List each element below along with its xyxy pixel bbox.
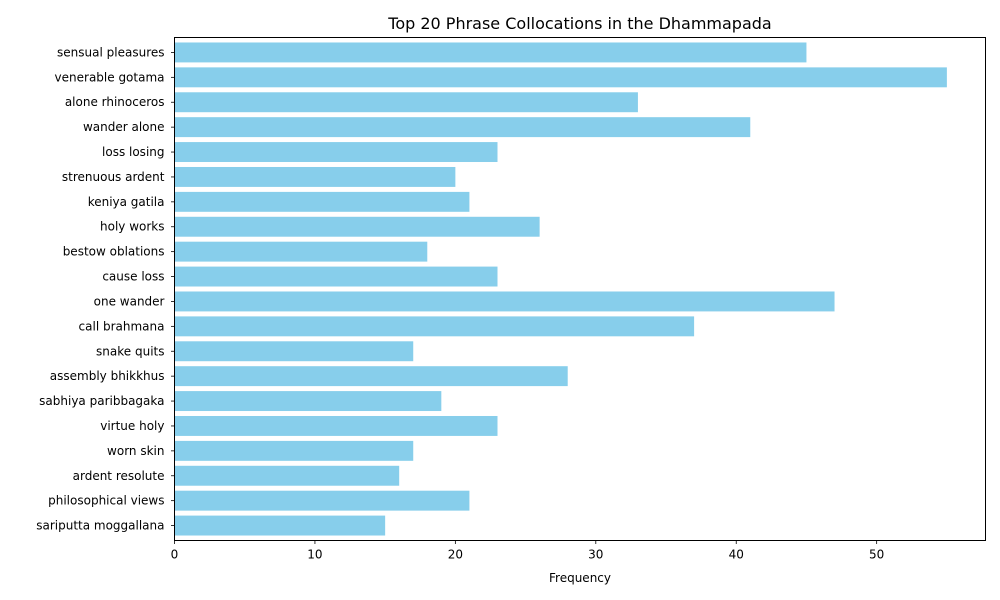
y-tick-label: loss losing xyxy=(102,145,164,159)
bar xyxy=(174,515,386,536)
bar xyxy=(174,316,695,337)
y-tick-label: wander alone xyxy=(83,120,165,134)
x-tick-label: 10 xyxy=(307,548,322,562)
y-tick-label: keniya gatila xyxy=(88,195,165,209)
y-tick-label: sensual pleasures xyxy=(57,45,164,59)
bar xyxy=(174,241,428,262)
y-tick-label: ardent resolute xyxy=(73,469,165,483)
y-tick-label: venerable gotama xyxy=(55,70,165,84)
bar xyxy=(174,440,414,461)
x-tick-label: 50 xyxy=(869,548,884,562)
plot-frame xyxy=(174,37,986,541)
bar xyxy=(174,391,442,412)
bar xyxy=(174,291,835,312)
bar xyxy=(174,216,540,237)
bar xyxy=(174,465,400,486)
y-tick-label: philosophical views xyxy=(48,494,164,508)
bar xyxy=(174,366,568,387)
x-tick-label: 0 xyxy=(171,548,179,562)
y-tick-label: holy works xyxy=(100,220,165,234)
x-axis-label: Frequency xyxy=(549,571,611,585)
bar xyxy=(174,341,414,362)
y-tick-label: alone rhinoceros xyxy=(65,95,165,109)
y-tick-label: bestow oblations xyxy=(63,245,165,259)
chart-title: Top 20 Phrase Collocations in the Dhamma… xyxy=(387,14,771,33)
y-axis-ticks: sensual pleasures venerable gotama alone r… xyxy=(36,45,175,533)
bar xyxy=(174,191,470,212)
y-tick-label: cause loss xyxy=(102,270,164,284)
y-tick-label: snake quits xyxy=(96,344,164,358)
bar xyxy=(174,92,638,113)
x-axis-ticks: 0 10 20 30 40 50 xyxy=(171,540,884,562)
bars-group xyxy=(174,42,947,536)
y-tick-label: call brahmana xyxy=(79,319,165,333)
y-tick-label: sabhiya paribbagaka xyxy=(39,394,164,408)
bar xyxy=(174,166,456,187)
y-tick-label: one wander xyxy=(94,294,165,308)
x-tick-label: 20 xyxy=(448,548,463,562)
x-tick-label: 40 xyxy=(729,548,744,562)
y-tick-label: worn skin xyxy=(107,444,164,458)
bar xyxy=(174,42,807,63)
bar xyxy=(174,415,498,436)
y-tick-label: strenuous ardent xyxy=(62,170,165,184)
bar xyxy=(174,117,751,138)
bar xyxy=(174,490,470,511)
y-tick-label: virtue holy xyxy=(100,419,164,433)
bar xyxy=(174,266,498,287)
bar xyxy=(174,142,498,163)
y-tick-label: assembly bhikkhus xyxy=(50,369,165,383)
x-tick-label: 30 xyxy=(588,548,603,562)
y-tick-label: sariputta moggallana xyxy=(36,519,164,533)
bar xyxy=(174,67,947,88)
